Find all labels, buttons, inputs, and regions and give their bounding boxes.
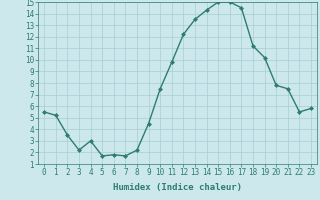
X-axis label: Humidex (Indice chaleur): Humidex (Indice chaleur): [113, 183, 242, 192]
